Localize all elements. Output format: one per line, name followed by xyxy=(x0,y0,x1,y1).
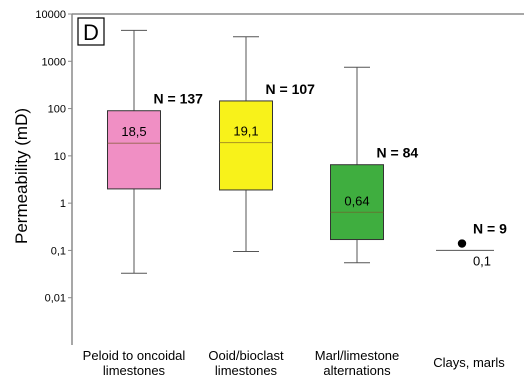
median-label: 18,5 xyxy=(121,124,146,139)
category-group: 0,64 N = 84 xyxy=(330,66,419,264)
n-label: N = 84 xyxy=(377,145,419,161)
panel-label-group: D xyxy=(77,17,105,46)
x-axis-labels: Peloid to oncoidallimestonesOoid/bioclas… xyxy=(83,348,506,378)
median-label: 19,1 xyxy=(233,124,258,139)
box-iqr xyxy=(107,110,161,190)
category-label: limestones xyxy=(103,363,166,378)
category-group: 18,5 N = 137 xyxy=(107,29,204,274)
panel-label-box xyxy=(77,17,105,46)
category-label: alternations xyxy=(323,363,391,378)
y-tick-label: 0,01 xyxy=(45,293,66,305)
y-axis-label: Permeability (mD) xyxy=(12,108,31,244)
median-label: 0,64 xyxy=(344,193,369,208)
category-label: Ooid/bioclast xyxy=(208,348,284,363)
n-label: N = 107 xyxy=(266,81,316,97)
plot-frame xyxy=(71,13,524,345)
category-label: Peloid to oncoidal xyxy=(83,348,186,363)
category-group: 19,1 N = 107 xyxy=(219,36,316,252)
y-tick-label: 100 xyxy=(48,104,66,116)
y-tick-label: 1000 xyxy=(42,56,66,68)
category-group: 0,1 N = 9 xyxy=(436,221,507,268)
category-label: limestones xyxy=(215,363,278,378)
y-tick-label: 1 xyxy=(60,198,66,210)
n-label: N = 137 xyxy=(154,91,204,107)
data-point xyxy=(457,239,467,248)
box-iqr xyxy=(219,100,273,191)
panel-label: D xyxy=(83,20,99,45)
y-tick-label: 10 xyxy=(54,151,66,163)
y-tick-label: 10000 xyxy=(35,9,66,21)
y-tick-label: 0,1 xyxy=(51,245,66,257)
box-iqr xyxy=(330,164,384,241)
category-label: Clays, marls xyxy=(433,355,505,370)
category-label: Marl/limestone xyxy=(315,348,400,363)
boxes-group: 18,5 N = 137 19,1 N = 107 0,64 N = 84 0,1 N = 9 xyxy=(107,29,507,274)
n-label: N = 9 xyxy=(473,221,507,237)
y-axis: 10000 1000 100 10 1 0,1 0,01 xyxy=(35,9,72,305)
median-label: 0,1 xyxy=(473,253,491,268)
